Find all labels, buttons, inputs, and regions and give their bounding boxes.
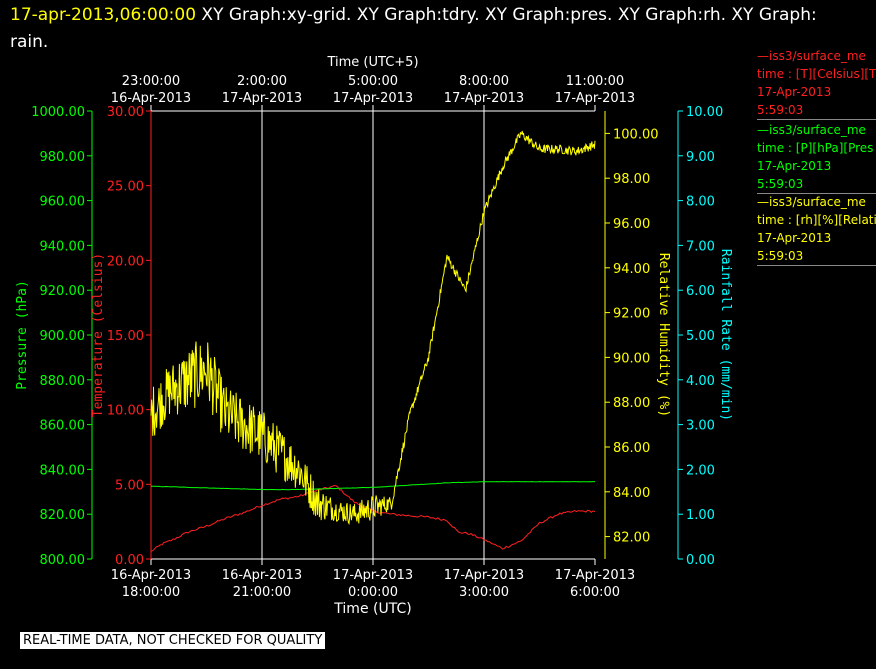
- x-tick-label-time: 0:00:00: [348, 585, 398, 600]
- legend-series-variable: time : [T][Celsius][T: [757, 67, 876, 81]
- rainfall-tick-label: 8.00: [686, 195, 715, 210]
- rainfall-tick-label: 6.00: [686, 284, 715, 299]
- pressure-tick-label: 1000.00: [31, 105, 85, 120]
- legend-series-time: 5:59:03: [757, 103, 804, 117]
- top-x-tick-label-time: 23:00:00: [122, 74, 180, 89]
- header-graph-list: XY Graph:xy-grid. XY Graph:tdry. XY Grap…: [10, 5, 817, 52]
- temperature-tick-label: 0.00: [115, 553, 144, 568]
- temperature-tick-label: 20.00: [107, 254, 144, 269]
- rainfall-axis-title: Rainfall Rate (mm/min): [718, 249, 733, 421]
- legend-series-date: 17-Apr-2013: [757, 85, 832, 99]
- pressure-tick-label: 860.00: [40, 419, 86, 434]
- humidity-tick-label: 96.00: [613, 217, 650, 232]
- top-x-tick-label-date: 17-Apr-2013: [444, 91, 524, 106]
- rainfall-tick-label: 5.00: [686, 329, 715, 344]
- humidity-tick-label: 92.00: [613, 307, 650, 322]
- chart-header: 17-apr-2013,06:00:00 XY Graph:xy-grid. X…: [10, 2, 860, 56]
- humidity-tick-label: 82.00: [613, 531, 650, 546]
- x-tick-label-date: 17-Apr-2013: [444, 568, 524, 583]
- legend-divider: [757, 265, 876, 266]
- temperature-axis-title: Temperature (Celsius): [91, 253, 106, 417]
- rainfall-tick-label: 3.00: [686, 419, 715, 434]
- temperature-tick-label: 10.00: [107, 404, 144, 419]
- top-x-tick-label-date: 17-Apr-2013: [222, 91, 302, 106]
- humidity-tick-label: 88.00: [613, 396, 650, 411]
- legend-series-time: 5:59:03: [757, 177, 804, 191]
- temperature-tick-label: 5.00: [115, 478, 144, 493]
- top-x-tick-label-date: 17-Apr-2013: [333, 91, 413, 106]
- top-x-tick-label-time: 2:00:00: [237, 74, 287, 89]
- data-quality-disclaimer: REAL-TIME DATA, NOT CHECKED FOR QUALITY: [20, 632, 326, 649]
- x-tick-label-time: 18:00:00: [122, 585, 180, 600]
- pressure-tick-label: 980.00: [40, 150, 86, 165]
- humidity-tick-label: 98.00: [613, 172, 650, 187]
- header-timestamp: 17-apr-2013,06:00:00: [10, 5, 197, 25]
- humidity-tick-label: 90.00: [613, 351, 650, 366]
- temperature-tick-label: 25.00: [107, 180, 144, 195]
- legend-entry-pressure: —iss3/surface_me time : [P][hPa][Pres 17…: [757, 121, 876, 194]
- humidity-tick-label: 84.00: [613, 486, 650, 501]
- x-tick-label-date: 17-Apr-2013: [555, 568, 635, 583]
- rainfall-tick-label: 1.00: [686, 508, 715, 523]
- series-line-temperature: [150, 484, 596, 552]
- pressure-tick-label: 800.00: [40, 553, 86, 568]
- legend-series-date: 17-Apr-2013: [757, 231, 832, 245]
- legend-series-time: 5:59:03: [757, 249, 804, 263]
- pressure-tick-label: 920.00: [40, 284, 86, 299]
- rainfall-tick-label: 9.00: [686, 150, 715, 165]
- pressure-tick-label: 880.00: [40, 374, 86, 389]
- rainfall-tick-label: 2.00: [686, 463, 715, 478]
- legend-series-variable: time : [P][hPa][Pres: [757, 141, 874, 155]
- rainfall-tick-label: 10.00: [686, 105, 723, 120]
- humidity-tick-label: 86.00: [613, 441, 650, 456]
- legend-divider: [757, 193, 876, 194]
- rainfall-tick-label: 7.00: [686, 239, 715, 254]
- legend-series-date: 17-Apr-2013: [757, 159, 832, 173]
- legend-entry-humidity: —iss3/surface_me time : [rh][%][Relati 1…: [757, 193, 876, 266]
- rainfall-tick-label: 0.00: [686, 553, 715, 568]
- legend-series-name: —iss3/surface_me: [757, 49, 866, 63]
- top-x-tick-label-time: 5:00:00: [348, 74, 398, 89]
- pressure-axis-title: Pressure (hPa): [15, 280, 30, 390]
- temperature-tick-label: 15.00: [107, 329, 144, 344]
- x-tick-label-time: 3:00:00: [459, 585, 509, 600]
- top-x-axis-title: Time (UTC+5): [326, 55, 418, 70]
- x-tick-label-time: 21:00:00: [233, 585, 291, 600]
- x-axis-title: Time (UTC): [333, 601, 411, 617]
- top-x-tick-label-date: 16-Apr-2013: [111, 91, 191, 106]
- temperature-tick-label: 30.00: [107, 105, 144, 120]
- pressure-tick-label: 900.00: [40, 329, 86, 344]
- humidity-axis-title: Relative Humidity (%): [656, 253, 671, 417]
- pressure-tick-label: 820.00: [40, 508, 86, 523]
- pressure-tick-label: 960.00: [40, 195, 86, 210]
- legend-entry-temperature: —iss3/surface_me time : [T][Celsius][T 1…: [757, 47, 876, 120]
- x-tick-label-date: 16-Apr-2013: [222, 568, 302, 583]
- humidity-tick-label: 94.00: [613, 262, 650, 277]
- legend-series-variable: time : [rh][%][Relati: [757, 213, 876, 227]
- x-tick-label-date: 17-Apr-2013: [333, 568, 413, 583]
- x-tick-label-time: 6:00:00: [570, 585, 620, 600]
- top-x-tick-label-time: 8:00:00: [459, 74, 509, 89]
- pressure-tick-label: 940.00: [40, 239, 86, 254]
- legend-series-name: —iss3/surface_me: [757, 123, 866, 137]
- pressure-tick-label: 840.00: [40, 463, 86, 478]
- legend-series-name: —iss3/surface_me: [757, 195, 866, 209]
- x-tick-label-date: 16-Apr-2013: [111, 568, 191, 583]
- legend-divider: [757, 119, 876, 120]
- humidity-tick-label: 100.00: [613, 127, 659, 142]
- rainfall-tick-label: 4.00: [686, 374, 715, 389]
- series-line-pressure: [150, 481, 595, 491]
- top-x-tick-label-time: 11:00:00: [566, 74, 624, 89]
- series-line-humidity: [150, 130, 596, 526]
- top-x-tick-label-date: 17-Apr-2013: [555, 91, 635, 106]
